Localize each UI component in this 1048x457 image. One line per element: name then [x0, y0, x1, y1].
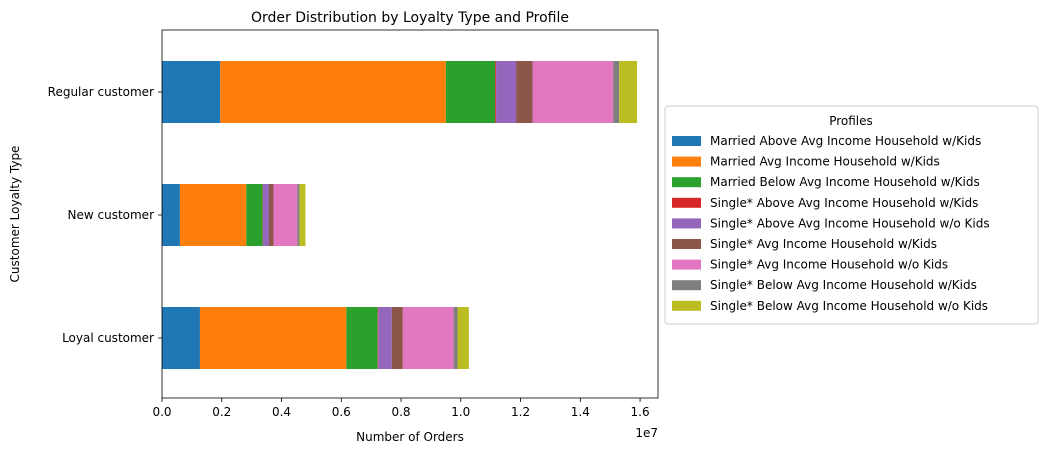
legend-entry: Single* Above Avg Income Household w/o K…	[710, 216, 990, 230]
x-tick-label: 1.6	[631, 405, 650, 419]
bar-segment-1-1	[180, 184, 246, 246]
y-axis-label: Customer Loyalty Type	[8, 146, 22, 283]
bar-segment-1-0	[162, 184, 180, 246]
x-tick-label: 1.2	[511, 405, 530, 419]
bar-segment-0-2	[446, 61, 495, 123]
bar-segment-1-7	[297, 184, 299, 246]
bar-segment-2-1	[200, 307, 346, 369]
bar-segment-1-6	[273, 184, 297, 246]
legend-entry: Single* Avg Income Household w/Kids	[710, 237, 937, 251]
legend-entry: Single* Below Avg Income Household w/o K…	[710, 299, 988, 313]
bar-segment-0-4	[496, 61, 516, 123]
legend-swatch	[672, 177, 701, 187]
bar-segment-0-7	[613, 61, 619, 123]
bar-segment-2-0	[162, 307, 200, 369]
bar-segment-1-8	[299, 184, 305, 246]
x-axis-label: Number of Orders	[356, 430, 464, 444]
legend-entry: Married Above Avg Income Household w/Kid…	[710, 134, 981, 148]
chart-title: Order Distribution by Loyalty Type and P…	[251, 10, 569, 26]
y-axis-ticks: Regular customer New customer Loyal custom…	[48, 85, 162, 345]
bar-segment-2-4	[378, 307, 391, 369]
legend-title: Profiles	[829, 114, 873, 128]
bar-segment-0-8	[619, 61, 637, 123]
legend-entry: Married Avg Income Household w/Kids	[710, 155, 940, 169]
bar-segment-0-1	[220, 61, 446, 123]
x-axis-offset-label: 1e7	[635, 426, 658, 440]
bar-segment-2-5	[392, 307, 403, 369]
x-tick-label: 1.4	[571, 405, 590, 419]
legend-entry: Single* Avg Income Household w/o Kids	[710, 258, 948, 272]
y-tick-label: New customer	[68, 208, 155, 222]
bar-segment-1-4	[263, 184, 269, 246]
x-tick-label: 0.6	[332, 405, 351, 419]
legend-entry: Single* Below Avg Income Household w/Kid…	[710, 278, 977, 292]
bars-group	[162, 61, 637, 369]
legend-swatch	[672, 218, 701, 228]
x-tick-label: 0.4	[272, 405, 291, 419]
bar-segment-1-5	[269, 184, 273, 246]
legend-swatch	[672, 136, 701, 146]
bar-segment-0-6	[533, 61, 614, 123]
bar-segment-2-7	[454, 307, 458, 369]
legend-entry: Single* Above Avg Income Household w/Kid…	[710, 196, 978, 210]
x-tick-label: 1.0	[451, 405, 470, 419]
x-tick-label: 0.8	[391, 405, 410, 419]
bar-segment-2-6	[403, 307, 454, 369]
legend-swatch	[672, 260, 701, 270]
x-tick-label: 0.2	[212, 405, 231, 419]
legend-entry: Married Below Avg Income Household w/Kid…	[710, 175, 980, 189]
y-tick-label: Loyal customer	[62, 331, 154, 345]
bar-segment-0-0	[162, 61, 220, 123]
legend-swatch	[672, 239, 701, 249]
x-tick-label: 0.0	[152, 405, 171, 419]
bar-segment-2-3	[378, 307, 379, 369]
legend-swatch	[672, 301, 701, 311]
bar-segment-1-2	[246, 184, 262, 246]
legend-swatch	[672, 198, 701, 208]
y-tick-label: Regular customer	[48, 85, 154, 99]
bar-segment-0-3	[495, 61, 496, 123]
legend-swatch	[672, 280, 701, 290]
bar-segment-0-5	[516, 61, 532, 123]
legend: Profiles Married Above Avg Income Househ…	[665, 106, 1038, 324]
legend-swatch	[672, 157, 701, 167]
x-axis-ticks: 0.0 0.2 0.4 0.6 0.8 1.0 1.2 1.4 1.6	[152, 398, 649, 419]
bar-segment-2-2	[346, 307, 377, 369]
bar-segment-2-8	[458, 307, 469, 369]
